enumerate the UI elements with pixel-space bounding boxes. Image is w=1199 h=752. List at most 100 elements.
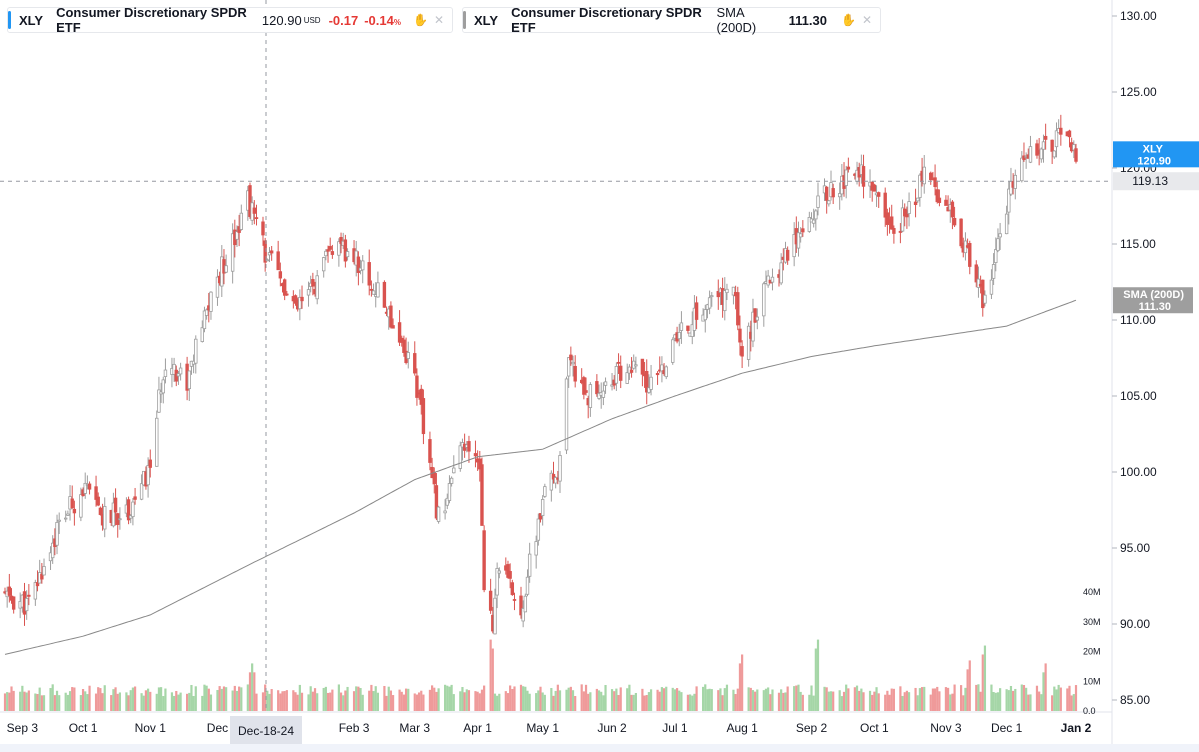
hand-icon[interactable]: ✋ [840,13,856,27]
volume-bar [285,690,288,711]
candle-body [118,518,122,521]
volume-bar [539,686,542,711]
candle-body [671,339,675,363]
close-icon[interactable]: ✕ [433,13,444,27]
volume-bar [448,686,451,711]
candle-body [1074,148,1078,162]
volume-bar [489,639,492,711]
candle-body [883,192,887,218]
volume-bar [840,696,843,711]
volume-bar [190,684,193,711]
volume-bar [58,695,61,711]
volume-bar [309,686,312,711]
volume-bar [838,690,841,711]
volume-bar [220,688,223,711]
volume-bar [142,695,145,711]
volume-bar [981,654,984,711]
candle-body [252,207,257,214]
volume-bar [903,692,906,711]
volume-bar [281,691,284,711]
hand-icon[interactable]: ✋ [412,13,428,27]
volume-bar [480,689,484,711]
volume-bar [125,692,128,711]
candle-body [155,417,159,467]
candle-body [892,228,896,234]
candle-body [508,571,512,579]
bottom-scroll-strip [0,744,1199,752]
volume-bar [170,692,174,711]
candle-body [27,594,31,597]
candle-body [436,506,441,522]
candle-body [139,483,144,500]
volume-bar [331,689,334,711]
volume-bar [207,688,210,711]
candle-body [300,296,304,302]
volume-bar [825,687,828,711]
volume-bar [996,692,1000,711]
volume-bar [643,695,646,711]
volume-bar [34,693,37,711]
volume-bar [647,692,651,711]
volume-bar [732,689,735,711]
volume-bar [420,690,423,711]
volume-bar [953,684,956,711]
candle-body [371,290,376,295]
volume-bar [385,695,388,711]
volume-bar [277,690,280,711]
volume-bar [721,695,724,711]
volume-bar [361,694,364,711]
volume-bar [827,691,830,711]
volume-bar [51,684,54,711]
volume-bar [370,684,373,711]
candle-body [94,486,98,500]
main-series-legend[interactable]: XLY Consumer Discretionary SPDR ETF 120.… [7,5,453,35]
volume-bar [127,695,130,711]
volume-bar [680,692,683,711]
candle-body [306,289,311,296]
candle-body [447,483,452,501]
candle-body [248,185,252,217]
volume-bar [173,695,176,711]
candle-body [1007,188,1011,213]
close-icon[interactable]: ✕ [861,13,872,27]
candle-body [1059,127,1063,135]
candle-body [785,249,790,261]
candle-body [452,467,456,474]
x-tick-label: Nov 3 [930,721,962,735]
volume-bar [554,690,557,711]
volume-bar [613,691,616,711]
volume-bar [144,690,148,711]
candle-body [70,498,74,509]
volume-bar [695,686,698,711]
candle-body [343,239,348,262]
x-tick-label: May 1 [526,721,559,735]
volume-bar [842,691,846,711]
volume-bar [569,686,572,711]
volume-bar [602,695,605,711]
volume-bar [678,690,681,711]
volume-bar [1055,689,1058,711]
volume-bar [914,687,917,711]
volume-bar [634,692,637,711]
volume-bar [905,690,908,711]
volume-bar [73,687,76,711]
volume-bar [780,689,783,711]
sma-study-legend[interactable]: XLY Consumer Discretionary SPDR ETF SMA … [462,5,881,35]
volume-bar [444,684,447,711]
volume-bar [248,672,252,711]
volume-bar [951,693,954,711]
volume-bar [402,694,406,711]
candle-body [111,502,116,527]
volume-bar [543,694,546,711]
candle-body [807,217,812,232]
candle-body [918,174,922,198]
volume-bar [8,692,11,711]
volume-bar [1022,685,1026,711]
volume-bar [218,686,221,711]
candle-body [391,325,395,329]
volume-bar [1059,687,1062,711]
volume-bar [923,686,926,711]
candle-body [614,366,619,384]
volume-bar [235,690,239,711]
volume-bar [1014,688,1017,711]
